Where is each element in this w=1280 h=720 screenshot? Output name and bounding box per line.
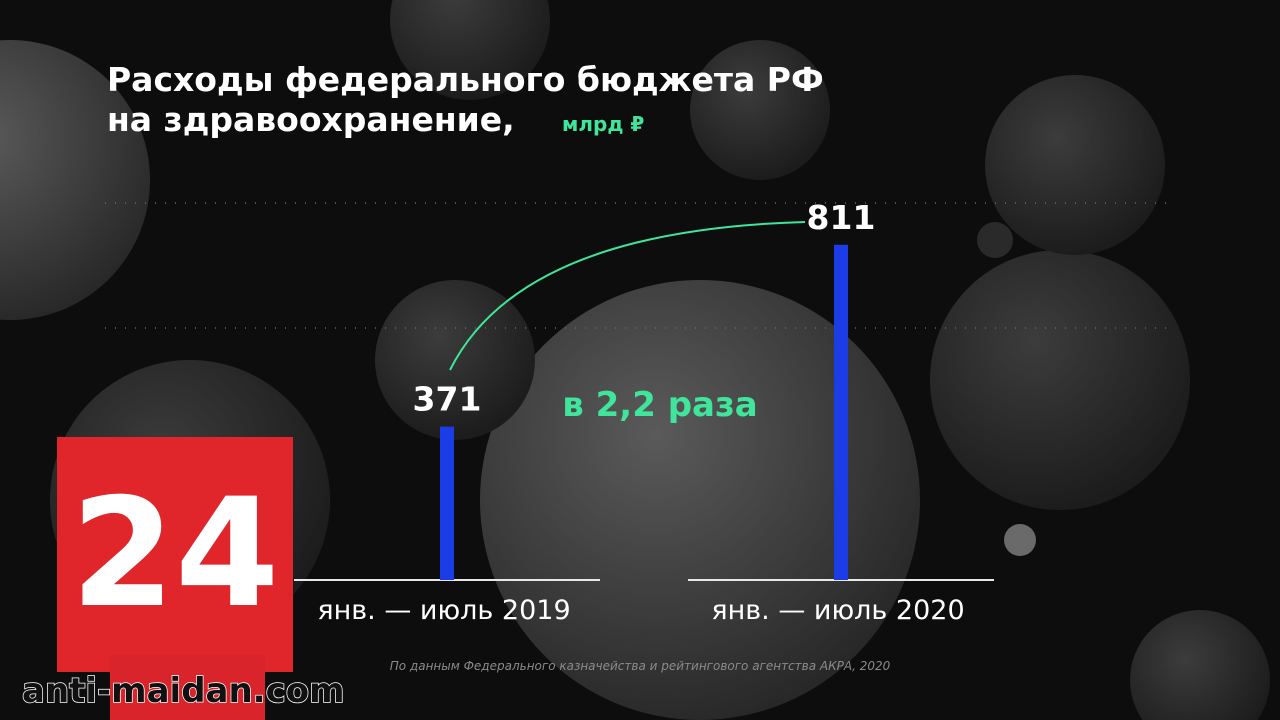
bar <box>834 244 848 580</box>
logo: 24 <box>57 437 293 672</box>
x-tick-label: янв. — июль 2019 <box>317 595 570 626</box>
source-note: По данным Федерального казначейства и ре… <box>390 659 891 673</box>
value-label: 811 <box>807 198 876 237</box>
plot: 371 янв. — июль 2019 811 янв. — июль 2020 <box>294 198 994 626</box>
x-tick-label: янв. — июль 2020 <box>711 595 964 626</box>
annotation: в 2,2 раза <box>562 385 757 425</box>
logo-text: 24 <box>71 467 280 641</box>
bar <box>440 426 454 580</box>
chart-title: Расходы федерального бюджета РФ <box>107 60 824 99</box>
chart-title: на здравоохранение, <box>107 100 515 139</box>
value-label: 371 <box>413 380 482 419</box>
watermark: anti-maidan.com <box>21 655 345 720</box>
growth-arc <box>449 221 806 371</box>
unit-label: млрд ₽ <box>562 112 644 136</box>
watermark-text: anti-maidan.com <box>22 671 345 711</box>
